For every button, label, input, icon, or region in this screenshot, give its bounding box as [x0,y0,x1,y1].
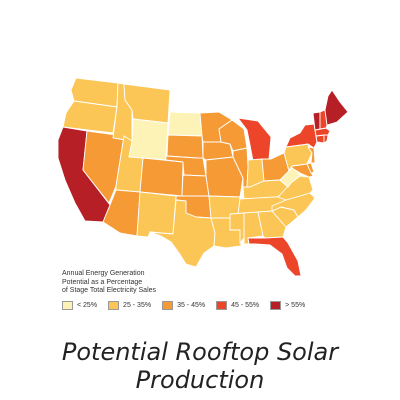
legend-item-45-55: 45 - 55% [216,300,260,310]
state-WY [128,118,169,161]
legend-item-over-55: > 55% [270,300,306,310]
state-SD [166,134,204,159]
state-OR [62,100,118,134]
state-NC [271,192,316,218]
legend-label: 35 - 45% [177,301,206,309]
legend-label: > 55% [285,301,306,309]
legend-swatch [62,300,73,310]
legend-swatch [216,300,228,310]
state-ND [167,111,203,137]
legend-swatch [270,300,282,310]
state-DE [306,162,315,174]
legend-swatch [108,300,120,310]
state-FL [247,236,302,277]
legend-item-35-45: 35 - 45% [162,300,206,310]
state-NY [285,123,318,149]
legend-label: 25 - 35% [123,301,152,309]
legend-swatch [162,300,174,310]
page-caption: Potential Rooftop Solar Production [61,338,339,394]
legend-title-line: Potential as a Percentage [62,278,143,286]
legend-label: < 25% [77,301,98,309]
legend-title-line: of Stage Total Electricity Sales [62,287,157,294]
state-RI [323,134,329,144]
legend-items: < 25% 25 - 35% 35 - 45% 45 - 55% > 55% [62,300,362,310]
state-NM [136,191,177,238]
state-ME [324,89,349,126]
legend-title-line: Annual Energy Generation [62,270,145,277]
legend-item-25-35: 25 - 35% [108,300,152,310]
state-KS [181,174,210,197]
legend-title: Annual Energy Generation Potential as a … [62,270,182,296]
legend-item-under-25: < 25% [62,300,98,310]
legend-label: 45 - 55% [231,301,260,309]
state-TX [149,199,216,268]
state-CO [139,157,184,197]
map-legend: Annual Energy Generation Potential as a … [62,270,362,310]
